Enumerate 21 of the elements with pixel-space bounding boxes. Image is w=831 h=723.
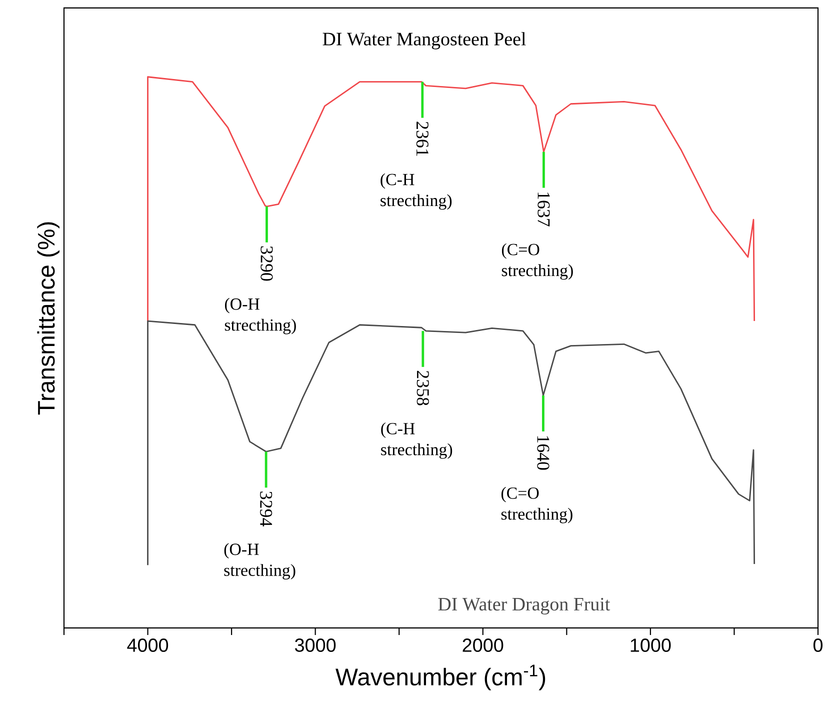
series-label: DI Water Mangosteen Peel [322, 32, 526, 50]
x-tick-label: 1000 [630, 638, 671, 652]
annotation: (O-H strecthing) [224, 298, 296, 334]
annotation: 1640 [537, 436, 550, 470]
annotation: 2361 [416, 122, 428, 156]
annotation: 3294 [260, 492, 272, 526]
annotation: 1637 [538, 192, 550, 226]
x-tick-label: 4000 [127, 638, 168, 652]
x-tick-label: 0 [813, 638, 823, 652]
annotation: (O-H strecthing) [224, 543, 296, 580]
annotation: (C-H strecthing) [380, 173, 452, 210]
x-tick-label: 3000 [294, 638, 336, 652]
annotation: (C=O strecthing) [501, 486, 572, 524]
x-axis-title: Wavenumber (cm$^{-1}$) [336, 664, 546, 690]
text: DI Water Dragon Fruit [438, 598, 610, 614]
annotation: (C=O strecthing) [502, 243, 573, 280]
y-axis-title: Transmittance (%) [37, 222, 60, 415]
annotation: 3290 [260, 246, 273, 281]
x-tick-label: 2000 [462, 638, 504, 652]
annotation: 2358 [416, 370, 429, 406]
annotation: (C-H strecthing) [381, 422, 452, 459]
